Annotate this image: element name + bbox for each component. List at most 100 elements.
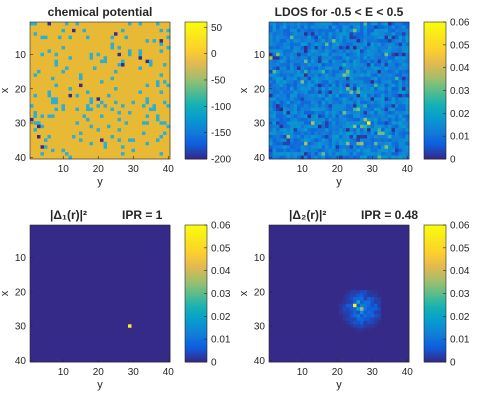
heatmap-cell <box>307 128 312 132</box>
heatmap-cell <box>121 35 125 40</box>
heatmap-cell <box>117 286 122 291</box>
heatmap-cell <box>145 59 150 64</box>
heatmap-cell <box>367 145 371 150</box>
heatmap-cell <box>37 42 41 47</box>
heatmap-cell <box>37 286 41 291</box>
heatmap-cell <box>131 76 136 81</box>
heatmap-cell <box>114 259 118 264</box>
heatmap-cell <box>166 331 171 335</box>
heatmap-cell <box>89 320 94 325</box>
heatmap-cell <box>89 25 94 30</box>
heatmap-cell <box>65 225 69 229</box>
heatmap-cell <box>89 93 94 98</box>
heatmap-cell <box>402 111 406 115</box>
heatmap-cell <box>37 290 41 294</box>
heatmap-cell <box>360 80 364 85</box>
heatmap-cell <box>356 49 361 54</box>
colorbar-segment <box>185 109 207 113</box>
heatmap-cell <box>286 45 291 50</box>
heatmap-cell <box>297 155 301 160</box>
heatmap-cell <box>398 28 403 33</box>
heatmap-cell <box>149 238 153 243</box>
heatmap-cell <box>30 276 34 281</box>
heatmap-cell <box>114 148 118 153</box>
heatmap-cell <box>135 344 139 349</box>
heatmap-cell <box>297 114 301 119</box>
heatmap-cell <box>54 45 59 50</box>
heatmap-cell <box>100 338 104 342</box>
heatmap-cell <box>89 128 94 132</box>
heatmap-cell <box>37 327 41 332</box>
heatmap-cell <box>166 334 171 339</box>
heatmap-cell <box>286 141 291 146</box>
heatmap-cell <box>307 32 312 37</box>
heatmap-cell <box>391 152 396 156</box>
heatmap-cell <box>149 22 153 26</box>
heatmap-cell <box>89 351 94 356</box>
heatmap-cell <box>328 107 333 112</box>
heatmap-cell <box>124 266 129 270</box>
heatmap-cell <box>138 303 143 308</box>
heatmap-cell <box>103 93 108 98</box>
heatmap-cell <box>293 25 298 30</box>
heatmap-cell <box>110 355 115 359</box>
heatmap-cell <box>114 225 118 229</box>
heatmap-cell <box>402 90 406 95</box>
heatmap-cell <box>138 93 143 98</box>
heatmap-cell <box>51 286 55 291</box>
heatmap-cell <box>89 296 94 301</box>
heatmap-cell <box>47 131 52 136</box>
heatmap-cell <box>363 111 368 115</box>
heatmap-cell <box>293 97 298 102</box>
heatmap-cell <box>117 358 122 363</box>
heatmap-cell <box>138 327 143 332</box>
heatmap-cell <box>384 138 389 143</box>
heatmap-cell <box>121 114 125 119</box>
heatmap-cell <box>30 131 34 136</box>
heatmap-cell <box>293 117 298 122</box>
heatmap-cell <box>290 25 294 30</box>
heatmap-cell <box>131 52 136 57</box>
heatmap-cell <box>61 28 66 33</box>
heatmap-cell <box>114 111 118 115</box>
heatmap-cell <box>68 341 73 346</box>
heatmap-cell <box>82 248 87 253</box>
heatmap-cell <box>40 104 45 109</box>
heatmap-cell <box>374 97 378 102</box>
heatmap-cell <box>328 131 333 136</box>
heatmap-cell <box>290 141 294 146</box>
heatmap-cell <box>54 266 59 270</box>
heatmap-cell <box>61 25 66 30</box>
heatmap-cell <box>51 348 55 353</box>
heatmap-cell <box>339 107 343 112</box>
heatmap-cell <box>388 131 392 136</box>
heatmap-cell <box>114 100 118 105</box>
heatmap-cell <box>367 141 371 146</box>
heatmap-cell <box>117 320 122 325</box>
heatmap-cell <box>86 49 90 54</box>
heatmap-cell <box>283 28 287 33</box>
heatmap-cell <box>307 49 312 54</box>
heatmap-cell <box>276 131 280 136</box>
heatmap-cell <box>391 80 396 85</box>
heatmap-cell <box>103 59 108 64</box>
heatmap-cell <box>47 300 52 305</box>
heatmap-cell <box>370 135 375 139</box>
colorbar-segment <box>424 107 446 111</box>
heatmap-cell <box>318 100 322 105</box>
heatmap-cell <box>384 152 389 156</box>
heatmap-cell <box>72 293 76 298</box>
heatmap-cell <box>272 121 277 126</box>
heatmap-cell <box>339 22 343 26</box>
heatmap-cell <box>152 355 157 359</box>
heatmap-cell <box>279 80 284 85</box>
heatmap-cell <box>159 338 164 342</box>
heatmap-cell <box>300 76 305 81</box>
heatmap-cell <box>398 124 403 129</box>
heatmap-cell <box>86 22 90 26</box>
heatmap-cell <box>33 97 38 102</box>
heatmap-cell <box>276 114 280 119</box>
heatmap-cell <box>131 66 136 71</box>
heatmap-cell <box>30 279 34 284</box>
heatmap-cell <box>75 148 80 153</box>
